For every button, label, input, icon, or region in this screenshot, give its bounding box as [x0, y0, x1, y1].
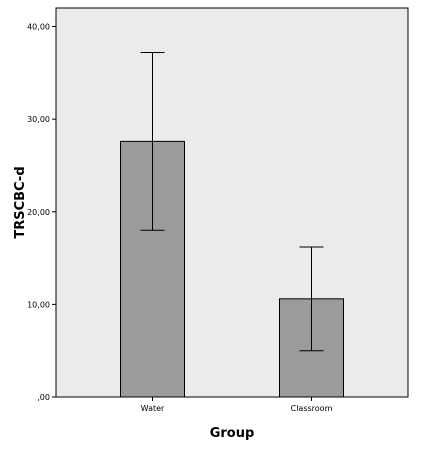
y-tick-label: 20,00: [27, 208, 50, 217]
y-tick-label: 10,00: [27, 300, 50, 309]
x-axis-categories: Water Classroom: [141, 397, 333, 413]
plot-area: [55, 7, 409, 398]
y-axis-title: TRSCBC-d: [13, 166, 28, 238]
y-tick-label: 40,00: [27, 23, 50, 32]
y-axis-ticks: ,00 10,00 20,00 30,00 40,00: [27, 23, 56, 402]
x-category-label: Classroom: [291, 404, 333, 413]
x-category-label: Water: [141, 404, 165, 413]
y-tick-label: 30,00: [27, 115, 50, 124]
y-tick-label: ,00: [37, 393, 50, 402]
error-bar-water: [140, 51, 165, 231]
x-axis-title: Group: [210, 426, 255, 441]
error-bar-classroom: [299, 246, 324, 352]
error-bars: [140, 51, 324, 352]
